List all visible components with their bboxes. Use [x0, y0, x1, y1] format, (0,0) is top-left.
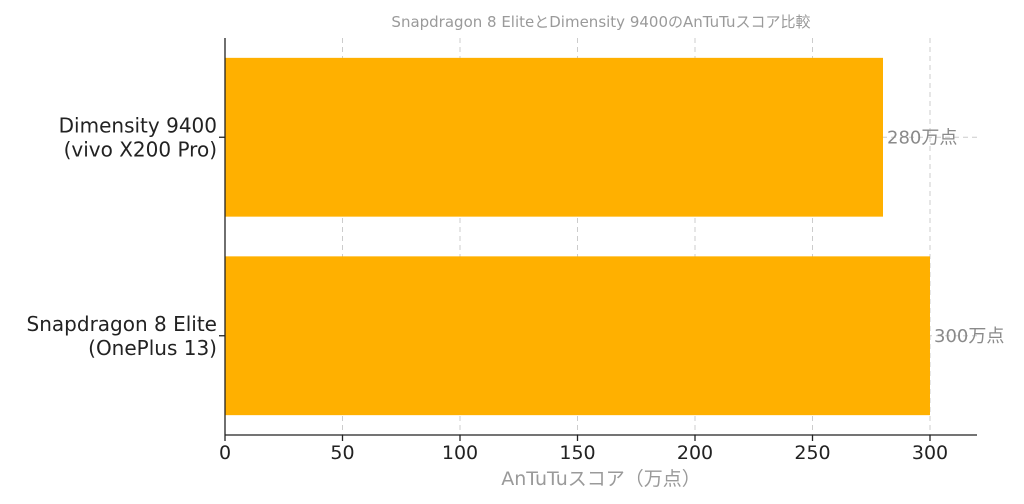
x-tick-label-0: 0 [219, 442, 231, 464]
bar-1 [225, 256, 930, 416]
bar-0 [225, 57, 883, 217]
x-tick-label-5: 250 [794, 442, 830, 464]
x-tick-label-2: 100 [442, 442, 478, 464]
bars [225, 57, 930, 416]
category-labels: Dimensity 9400(vivo X200 Pro) Snapdragon … [27, 113, 225, 360]
chart-title: Snapdragon 8 EliteとDimensity 9400のAnTuTu… [391, 13, 810, 31]
category-label-0-line-1: (vivo X200 Pro) [64, 137, 217, 161]
data-label-1: 300万点 [934, 326, 1004, 347]
x-ticks: 0 50 100 150 200 250 300 [219, 435, 948, 464]
category-label-0-line-0: Dimensity 9400 [59, 113, 217, 137]
x-tick-label-3: 150 [559, 442, 595, 464]
x-tick-label-1: 50 [330, 442, 354, 464]
category-label-1-line-0: Snapdragon 8 Elite [27, 312, 217, 336]
category-label-1-line-1: (OnePlus 13) [88, 336, 217, 360]
data-label-0: 280万点 [887, 127, 957, 148]
x-tick-label-4: 200 [677, 442, 713, 464]
x-tick-label-6: 300 [912, 442, 948, 464]
data-labels: 280万点 300万点 [887, 127, 1004, 347]
x-axis-label: AnTuTuスコア（万点） [501, 468, 701, 490]
